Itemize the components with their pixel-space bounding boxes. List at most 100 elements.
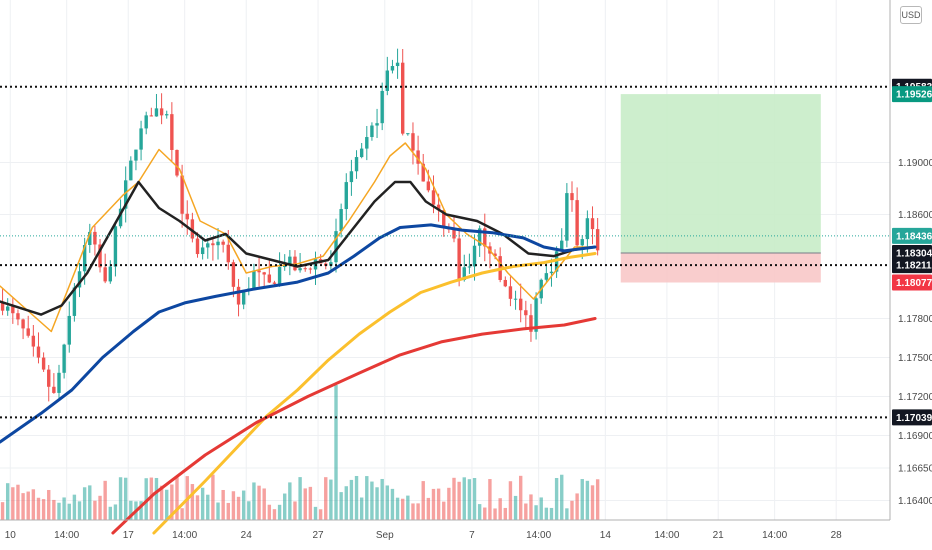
- volume-bar: [503, 507, 508, 520]
- volume-bar: [539, 497, 543, 520]
- candle-body: [359, 148, 364, 158]
- candle-body: [503, 279, 508, 287]
- long-position-tool[interactable]: [620, 94, 821, 283]
- volume-bar: [129, 500, 133, 520]
- volume-bar: [467, 479, 472, 520]
- volume-bar: [200, 487, 205, 520]
- volume-bar: [303, 488, 307, 520]
- candle-body: [123, 180, 128, 209]
- candle-body: [406, 133, 410, 135]
- candle-body: [580, 239, 584, 246]
- candle-body: [380, 90, 384, 124]
- candle-body: [395, 62, 400, 67]
- candle-body: [62, 344, 66, 373]
- volume-bar: [518, 475, 523, 520]
- volume-bar: [190, 484, 195, 520]
- candle-body: [575, 200, 579, 246]
- volume-bar: [308, 486, 313, 520]
- volume-bar: [41, 499, 46, 520]
- time-tick-label: 17: [123, 530, 135, 541]
- candle-body: [226, 244, 230, 263]
- time-axis-labels[interactable]: 10 14:00 17 14:00 24 27 Sep 7 14:00 14 14:00 21 14:0…: [5, 530, 842, 541]
- candle-body: [590, 218, 595, 230]
- candle-body: [462, 267, 466, 280]
- price-tick-label: 1.16650: [898, 464, 932, 475]
- candle-body: [21, 319, 25, 329]
- time-tick-label: 14:00: [54, 530, 79, 541]
- candle-body: [421, 163, 425, 182]
- volume-bar: [31, 489, 36, 520]
- candle-body: [452, 229, 456, 239]
- volume-bar: [488, 479, 492, 520]
- volume-bar: [139, 501, 143, 520]
- volume-bar: [113, 504, 118, 520]
- volume-bar: [390, 488, 395, 520]
- candle-body: [236, 286, 241, 305]
- volume-bar: [98, 495, 102, 520]
- volume-bar: [144, 478, 148, 520]
- price-tag-label: 1.17039: [896, 413, 932, 424]
- candle-body: [483, 228, 487, 247]
- volume-bar: [93, 500, 97, 520]
- candle-body: [513, 298, 518, 300]
- candle-body: [385, 70, 390, 91]
- candle-body: [252, 270, 256, 289]
- candle-body: [195, 238, 200, 255]
- candle-body: [47, 369, 51, 387]
- candle-body: [303, 268, 307, 270]
- candle-body: [529, 315, 533, 332]
- currency-button[interactable]: USD: [900, 6, 922, 24]
- candle-body: [200, 247, 205, 255]
- candle-body: [139, 128, 143, 150]
- volume-bar: [159, 485, 164, 520]
- price-tag: [892, 227, 932, 244]
- volume-bar: [524, 503, 528, 520]
- price-tag-label: 1.18077: [896, 278, 932, 289]
- candle-body: [524, 310, 528, 316]
- horizontal-price-lines[interactable]: [0, 85, 890, 419]
- volume-bar: [416, 503, 420, 520]
- candle-body: [457, 238, 461, 280]
- volume-bar: [436, 488, 441, 520]
- price-axis-labels[interactable]: 1.16400 1.16650 1.16900 1.17200 1.17500 1.178…: [898, 158, 932, 507]
- volume-bar: [513, 495, 518, 520]
- volume-bar: [0, 502, 5, 520]
- candle-body: [185, 213, 189, 220]
- candle-body: [134, 149, 138, 161]
- volume-bar: [554, 478, 559, 520]
- candle-body: [560, 240, 564, 252]
- candle-body: [144, 115, 148, 129]
- candle-body: [416, 150, 420, 164]
- price-tag-label: 1.19526: [896, 90, 932, 101]
- ma-yellow-line: [152, 252, 597, 535]
- price-tick-label: 1.17200: [898, 392, 932, 403]
- volume-bar: [211, 474, 215, 520]
- candle-body: [5, 306, 10, 311]
- candle-body: [442, 210, 446, 228]
- profit-zone: [620, 94, 821, 253]
- volume-bar: [477, 504, 482, 520]
- price-tick-label: 1.18600: [898, 210, 932, 221]
- volume-bar: [349, 479, 354, 520]
- ema-blue-line: [0, 223, 597, 444]
- candle-body: [67, 315, 71, 345]
- candle-body: [375, 123, 379, 126]
- candle-body: [149, 115, 154, 117]
- candle-body: [329, 262, 333, 266]
- candle-body: [11, 306, 15, 314]
- candle-body: [77, 271, 82, 288]
- volume-bar: [544, 507, 549, 520]
- volume-bar: [534, 505, 538, 520]
- candle-body: [129, 160, 133, 181]
- volume-bar: [47, 489, 51, 520]
- volume-bar: [318, 509, 323, 520]
- candle-body: [175, 149, 179, 176]
- candle-body: [221, 241, 225, 245]
- volume-bar: [498, 498, 502, 520]
- volume-bar: [431, 488, 436, 520]
- volume-bar: [375, 487, 379, 520]
- volume-bar: [226, 502, 230, 520]
- candle-body: [570, 193, 574, 201]
- volume-bar: [21, 493, 25, 520]
